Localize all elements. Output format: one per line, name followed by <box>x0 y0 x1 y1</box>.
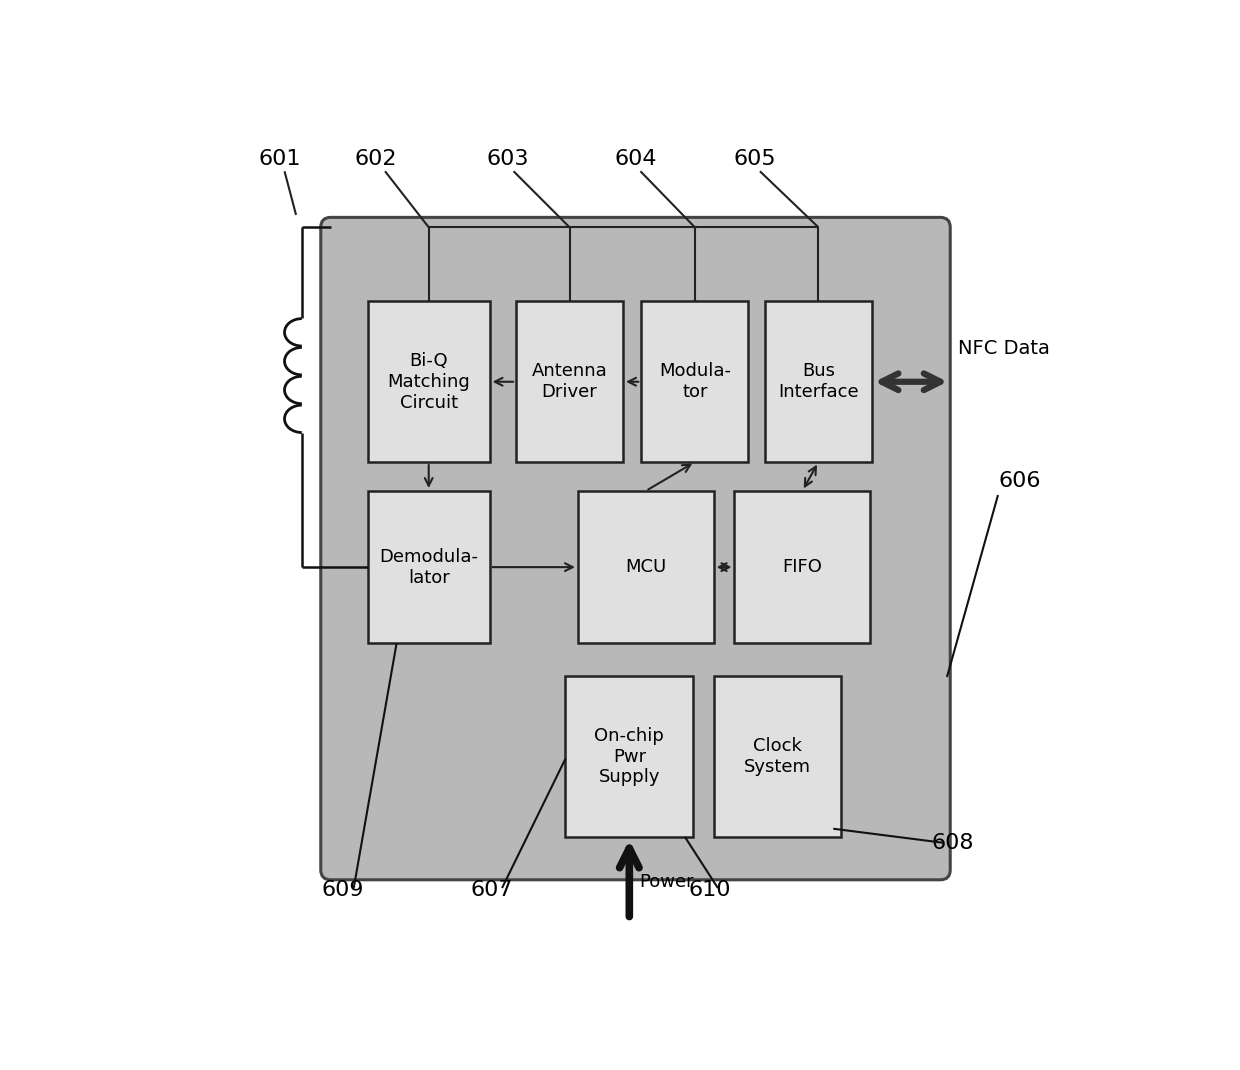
FancyBboxPatch shape <box>516 302 624 462</box>
Text: 606: 606 <box>998 471 1040 491</box>
Text: 610: 610 <box>688 881 730 900</box>
Text: 608: 608 <box>931 834 973 853</box>
Text: Power: Power <box>639 873 694 891</box>
Text: 607: 607 <box>470 881 512 900</box>
Text: On-chip
Pwr
Supply: On-chip Pwr Supply <box>594 727 665 786</box>
Text: Bus
Interface: Bus Interface <box>777 363 859 401</box>
FancyBboxPatch shape <box>765 302 872 462</box>
Text: Antenna
Driver: Antenna Driver <box>532 363 608 401</box>
FancyBboxPatch shape <box>565 676 693 837</box>
FancyBboxPatch shape <box>368 491 490 643</box>
Text: 602: 602 <box>355 150 397 169</box>
Text: 605: 605 <box>734 150 776 169</box>
Text: Demodula-
lator: Demodula- lator <box>379 548 479 586</box>
Text: 603: 603 <box>486 150 529 169</box>
FancyBboxPatch shape <box>578 491 714 643</box>
Text: 604: 604 <box>614 150 657 169</box>
FancyBboxPatch shape <box>368 302 490 462</box>
Text: NFC Data: NFC Data <box>959 339 1050 358</box>
FancyBboxPatch shape <box>321 217 950 880</box>
Text: FIFO: FIFO <box>782 559 822 576</box>
Text: Bi-Q
Matching
Circuit: Bi-Q Matching Circuit <box>387 352 470 412</box>
FancyBboxPatch shape <box>641 302 749 462</box>
Text: 601: 601 <box>258 150 301 169</box>
Text: MCU: MCU <box>625 559 666 576</box>
Text: Modula-
tor: Modula- tor <box>658 363 730 401</box>
Text: Clock
System: Clock System <box>744 737 811 776</box>
Text: 609: 609 <box>321 881 365 900</box>
FancyBboxPatch shape <box>734 491 870 643</box>
FancyBboxPatch shape <box>714 676 842 837</box>
